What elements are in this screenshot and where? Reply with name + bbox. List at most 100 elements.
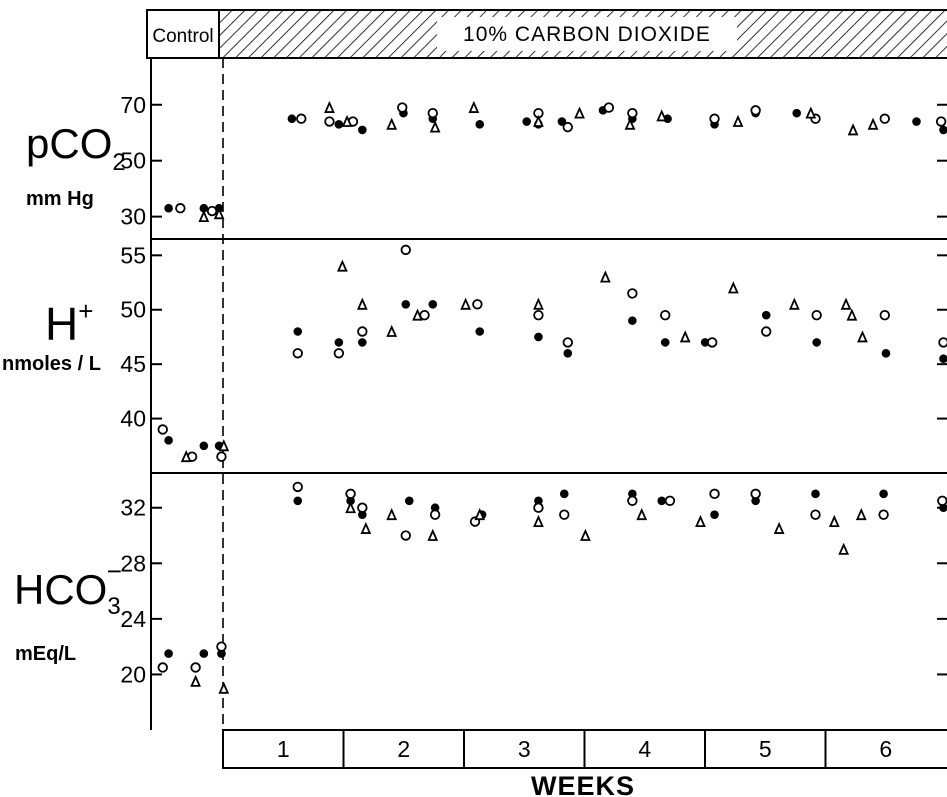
bicarbonate-triangle-point: [345, 501, 356, 514]
bicarbonate-triangle-point: [533, 514, 544, 528]
control-label: Control: [152, 26, 213, 47]
h-ion-filled-circle-point: [881, 348, 891, 358]
bicarbonate-triangle-point: [838, 542, 850, 555]
treatment-label: 10% CARBON DIOXIDE: [463, 23, 711, 46]
pco2-panel: 30 50 70: [120, 92, 947, 230]
bicarbonate-triangle-point: [360, 521, 372, 534]
bicarbonate-filled-circle-point: [628, 489, 637, 499]
h-ion-panel: 40 45 50 55: [120, 242, 947, 463]
h-ion-triangle-point: [218, 439, 230, 452]
bicarbonate-triangle-point: [855, 507, 867, 521]
pco2-triangle-point: [533, 114, 544, 127]
bicarbonate-filled-circle-point: [811, 489, 820, 499]
pco2-triangle-point: [624, 117, 636, 130]
pco2-filled-circle-point: [164, 203, 173, 213]
pco2-open-circle-point: [175, 203, 186, 214]
bicarbonate-axis-title: HCO3 − mEq/L: [14, 556, 122, 665]
h-ion-triangle-point: [679, 330, 691, 343]
pco2-ytick-label: 50: [120, 148, 146, 174]
bicarbonate-open-circle-point: [429, 509, 441, 520]
bicarbonate-panel: 20 24 28 32: [120, 481, 947, 694]
bicarbonate-filled-circle-point: [293, 496, 303, 506]
bicarbonate-filled-circle-point: [164, 649, 173, 658]
h-ion-open-circle-point: [938, 337, 947, 348]
pco2-triangle-point: [847, 123, 859, 136]
h-ion-filled-circle-point: [660, 338, 670, 347]
bicarbonate-filled-circle-point: [346, 496, 355, 506]
pco2-triangle-point: [468, 100, 480, 113]
h-ion-filled-circle-point: [534, 332, 543, 342]
pco2-triangle-point: [867, 117, 879, 130]
panel-frame: [150, 58, 947, 730]
pco2-filled-circle-point: [475, 120, 485, 129]
bicarbonate-triangle-point: [386, 507, 398, 521]
bicarbonate-filled-circle-point: [879, 489, 888, 499]
h-ion-filled-circle-point: [628, 316, 637, 325]
pco2-title-main: pCO: [26, 120, 112, 167]
h-ion-triangle-point: [727, 281, 739, 294]
pco2-open-circle-point: [709, 113, 720, 124]
week-axis-box: [222, 729, 947, 769]
h-ion-filled-circle-point: [939, 354, 947, 364]
week-label: 6: [879, 736, 892, 762]
pco2-filled-circle-point: [287, 114, 297, 124]
pco2-open-circle-point: [206, 205, 218, 217]
bicarbonate-open-circle-point: [627, 495, 638, 506]
x-axis-label: WEEKS: [531, 771, 635, 797]
h-ion-open-circle-point: [533, 309, 544, 321]
bicarbonate-filled-circle-point: [199, 649, 209, 658]
h-ion-triangle-point: [412, 308, 423, 321]
bicarbonate-ytick-label: 24: [120, 606, 146, 632]
pco2-open-circle-point: [427, 107, 438, 119]
week-axis: 1 2 3 4 5 6: [222, 729, 947, 769]
h-ion-filled-circle-point: [401, 300, 411, 309]
pco2-open-circle-point: [750, 105, 761, 116]
h-ion-filled-circle-point: [164, 436, 173, 445]
pco2-filled-circle-point: [912, 117, 921, 126]
pco2-open-circle-point: [562, 121, 573, 133]
svg-text:pCO2: pCO2: [26, 120, 126, 176]
h-ion-open-circle-point: [660, 309, 671, 321]
h-ion-triangle-point: [460, 297, 472, 310]
bicarbonate-triangle-point: [190, 674, 201, 687]
h-ion-open-circle-point: [627, 288, 638, 299]
pco2-triangle-point: [341, 114, 353, 127]
bicarbonate-open-circle-point: [157, 662, 168, 673]
bicarbonate-triangle-point: [828, 514, 840, 528]
h-ion-triangle-point: [386, 324, 398, 337]
pco2-open-circle-point: [627, 107, 638, 119]
svg-text:HCO3−: HCO3 −: [14, 556, 122, 620]
pco2-triangle-point: [198, 209, 210, 223]
week-label: 2: [397, 736, 410, 762]
bicarbonate-filled-circle-point: [657, 496, 667, 506]
h-ion-title-sup: +: [78, 296, 93, 326]
bicarbonate-open-circle-point: [216, 641, 227, 652]
bicarbonate-open-circle-point: [709, 488, 720, 500]
bicarbonate-open-circle-point: [810, 509, 821, 520]
bicarbonate-triangle-point: [580, 528, 591, 541]
bicarbonate-filled-circle-point: [751, 496, 760, 506]
pco2-ytick-label: 30: [120, 204, 146, 230]
bicarbonate-open-circle-point: [559, 509, 570, 520]
bicarbonate-ytick-label: 28: [120, 550, 146, 576]
h-ion-triangle-point: [788, 297, 800, 310]
h-ion-open-circle-point: [562, 337, 573, 348]
treatment-label-box: [437, 17, 737, 51]
pco2-filled-circle-point: [939, 125, 947, 135]
pco2-triangle-point: [324, 100, 335, 113]
pco2-triangle-point: [386, 117, 398, 130]
h-ion-filled-circle-point: [700, 338, 710, 347]
h-ion-filled-circle-point: [475, 327, 485, 336]
bicarbonate-filled-circle-point: [559, 489, 569, 499]
bicarbonate-open-circle-point: [750, 488, 761, 500]
bicarbonate-triangle-point: [474, 507, 486, 521]
h-ion-open-circle-point: [472, 299, 483, 310]
h-ion-open-circle-point: [216, 451, 227, 462]
svg-text:H+: H+: [45, 296, 93, 350]
bicarbonate-units: mEq/L: [15, 643, 76, 665]
pco2-filled-circle-point: [334, 120, 344, 129]
h-ion-triangle-point: [846, 308, 858, 321]
h-ion-open-circle-point: [879, 309, 890, 321]
bicarbonate-title-sup: −: [107, 556, 122, 586]
